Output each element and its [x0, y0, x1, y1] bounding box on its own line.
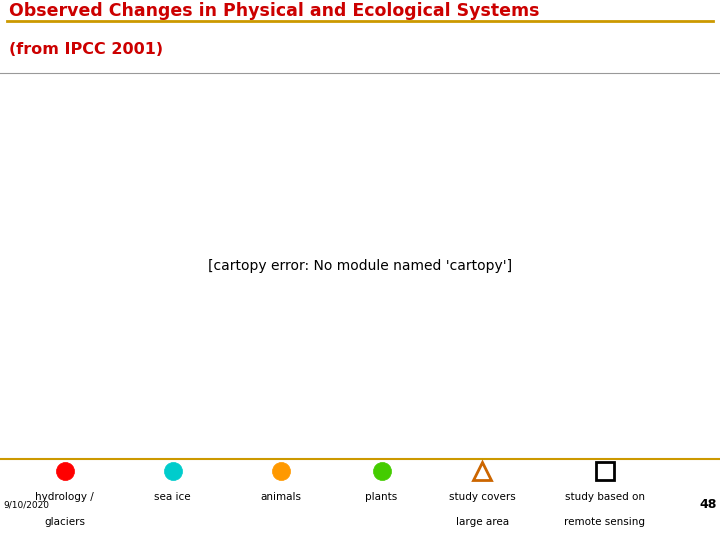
Text: plants: plants: [366, 492, 397, 502]
Text: 48: 48: [700, 498, 717, 511]
Text: (from IPCC 2001): (from IPCC 2001): [9, 42, 163, 57]
Text: hydrology /: hydrology /: [35, 492, 94, 502]
Text: remote sensing: remote sensing: [564, 517, 645, 526]
Text: Observed Changes in Physical and Ecological Systems: Observed Changes in Physical and Ecologi…: [9, 2, 540, 19]
Text: glaciers: glaciers: [45, 517, 85, 526]
Text: large area: large area: [456, 517, 509, 526]
Text: study covers: study covers: [449, 492, 516, 502]
Text: animals: animals: [261, 492, 301, 502]
Text: study based on: study based on: [564, 492, 645, 502]
Text: [cartopy error: No module named 'cartopy']: [cartopy error: No module named 'cartopy…: [208, 259, 512, 273]
Text: 9/10/2020: 9/10/2020: [3, 501, 49, 509]
Text: sea ice: sea ice: [155, 492, 191, 502]
